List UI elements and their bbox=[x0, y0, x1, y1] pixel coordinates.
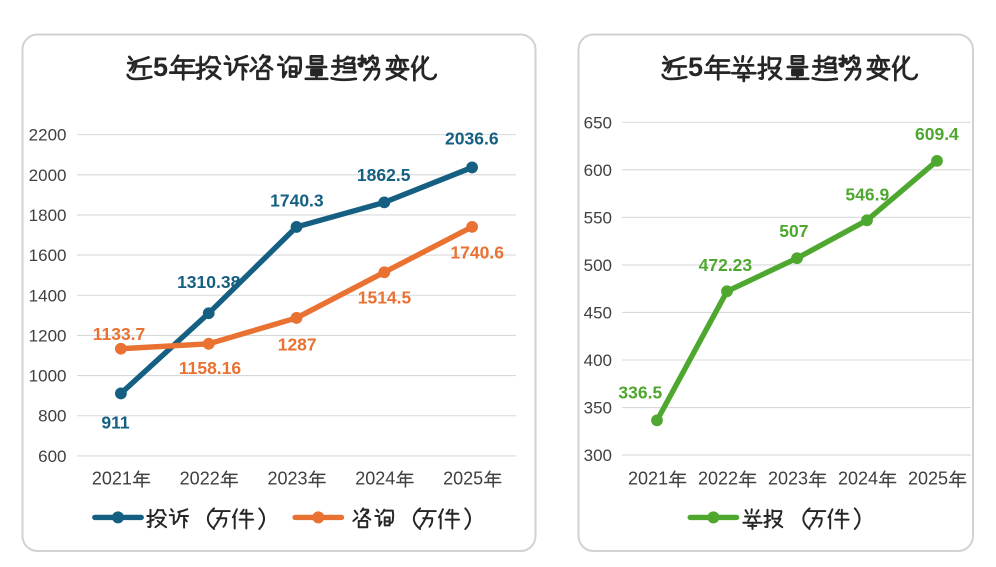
svg-text:1133.7: 1133.7 bbox=[93, 324, 146, 344]
svg-text:450: 450 bbox=[584, 303, 612, 322]
svg-text:1400: 1400 bbox=[29, 286, 67, 305]
svg-text:2022: 2022 bbox=[698, 469, 738, 489]
svg-text:800: 800 bbox=[38, 407, 66, 426]
svg-text:2036.6: 2036.6 bbox=[445, 128, 499, 148]
svg-text:650: 650 bbox=[584, 113, 612, 132]
svg-text:5: 5 bbox=[153, 52, 168, 82]
svg-text:2022: 2022 bbox=[180, 469, 220, 489]
svg-text:2000: 2000 bbox=[29, 166, 67, 185]
svg-text:336.5: 336.5 bbox=[618, 382, 662, 402]
svg-text:1287: 1287 bbox=[278, 335, 317, 355]
svg-text:1740.3: 1740.3 bbox=[270, 191, 324, 211]
svg-text:300: 300 bbox=[584, 446, 612, 465]
svg-text:5: 5 bbox=[688, 52, 703, 82]
svg-text:1600: 1600 bbox=[29, 246, 67, 265]
svg-text:1200: 1200 bbox=[29, 326, 67, 345]
svg-text:2200: 2200 bbox=[29, 126, 67, 145]
svg-text:400: 400 bbox=[584, 351, 612, 370]
svg-text:1000: 1000 bbox=[29, 367, 67, 386]
svg-text:609.4: 609.4 bbox=[915, 124, 959, 144]
svg-text:1514.5: 1514.5 bbox=[358, 287, 412, 307]
svg-text:1158.16: 1158.16 bbox=[179, 358, 242, 378]
svg-text:1862.5: 1862.5 bbox=[357, 165, 411, 185]
svg-text:507: 507 bbox=[779, 221, 808, 241]
svg-text:1310.38: 1310.38 bbox=[177, 272, 241, 292]
svg-text:2025: 2025 bbox=[443, 469, 483, 489]
svg-text:1740.6: 1740.6 bbox=[450, 242, 504, 262]
svg-text:911: 911 bbox=[101, 413, 129, 433]
svg-text:546.9: 546.9 bbox=[845, 185, 889, 205]
svg-text:472.23: 472.23 bbox=[699, 255, 753, 275]
svg-text:1800: 1800 bbox=[29, 206, 67, 225]
svg-text:2021: 2021 bbox=[628, 469, 668, 489]
svg-text:2021: 2021 bbox=[92, 469, 132, 489]
svg-text:500: 500 bbox=[584, 256, 612, 275]
svg-text:2025: 2025 bbox=[908, 469, 948, 489]
svg-text:350: 350 bbox=[584, 399, 612, 418]
svg-text:2023: 2023 bbox=[267, 469, 307, 489]
svg-text:550: 550 bbox=[584, 208, 612, 227]
svg-text:2024: 2024 bbox=[838, 469, 878, 489]
svg-text:2023: 2023 bbox=[768, 469, 808, 489]
svg-text:2024: 2024 bbox=[355, 469, 395, 489]
svg-text:600: 600 bbox=[584, 161, 612, 180]
svg-text:600: 600 bbox=[38, 447, 66, 466]
